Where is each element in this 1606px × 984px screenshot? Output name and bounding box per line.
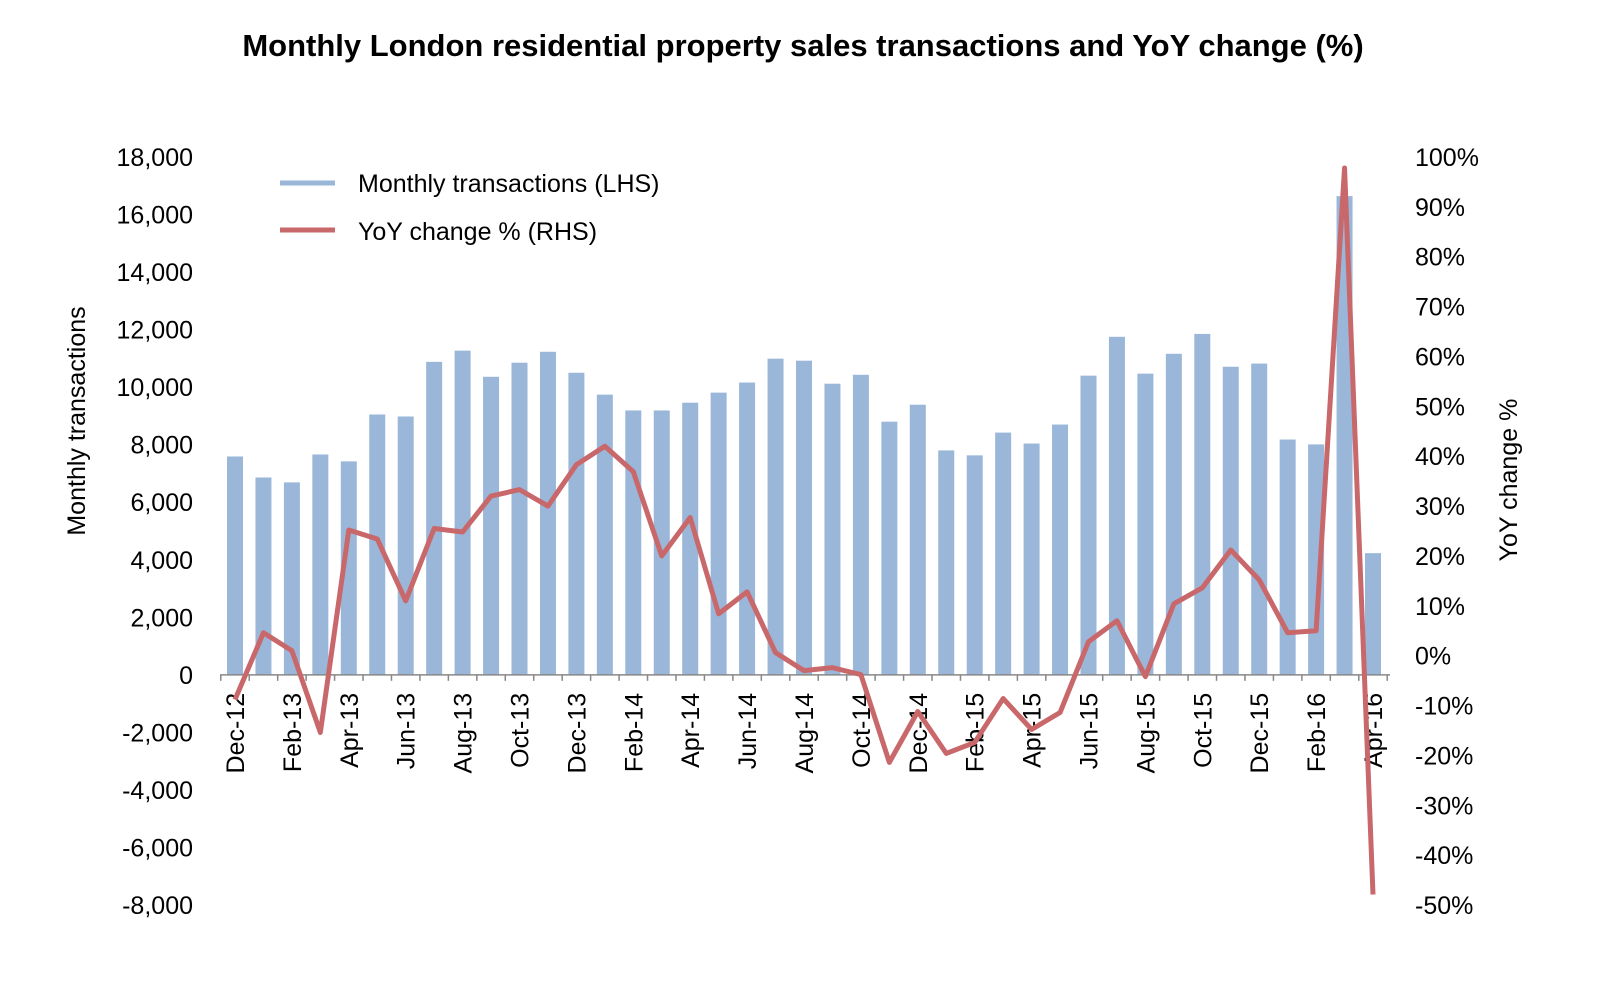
- bar: [1194, 333, 1211, 675]
- right-tick-label: 20%: [1415, 543, 1465, 571]
- bar: [966, 455, 983, 675]
- x-tick-label: Aug-14: [791, 693, 819, 774]
- bar: [255, 477, 272, 675]
- x-tick-label: Jun-15: [1076, 693, 1104, 769]
- bar: [653, 410, 670, 675]
- bar: [227, 456, 243, 675]
- x-tick-label: Oct-13: [507, 693, 535, 768]
- left-tick-label: 16,000: [117, 202, 193, 230]
- left-tick-label: -2,000: [122, 719, 193, 747]
- bar: [767, 358, 784, 675]
- left-tick-label: 4,000: [130, 547, 193, 575]
- bar: [1222, 366, 1239, 675]
- right-tick-label: 30%: [1415, 493, 1465, 521]
- bar: [852, 374, 869, 675]
- bar: [1137, 373, 1154, 675]
- right-tick-label: -10%: [1415, 693, 1473, 721]
- bar: [909, 404, 926, 675]
- bar: [1165, 353, 1182, 675]
- left-tick-label: 10,000: [117, 374, 193, 402]
- bar: [1052, 424, 1069, 675]
- bar: [568, 372, 585, 675]
- right-tick-label: -40%: [1415, 842, 1473, 870]
- left-tick-label: 0: [179, 662, 193, 690]
- left-tick-label: 8,000: [130, 432, 193, 460]
- right-tick-label: -50%: [1415, 892, 1473, 920]
- bar: [1023, 443, 1040, 675]
- bar: [625, 410, 642, 675]
- right-tick-label: 50%: [1415, 393, 1465, 421]
- bar: [1279, 439, 1296, 675]
- x-tick-label: Aug-15: [1132, 693, 1160, 774]
- x-tick-label: Dec-15: [1246, 693, 1274, 774]
- bar: [454, 350, 471, 675]
- right-tick-label: 100%: [1415, 144, 1479, 172]
- left-tick-label: 14,000: [117, 259, 193, 287]
- x-tick-label: Jun-13: [393, 693, 421, 769]
- left-tick-label: -4,000: [122, 777, 193, 805]
- bar: [312, 454, 329, 675]
- x-tick-label: Feb-14: [620, 693, 648, 772]
- right-tick-label: 70%: [1415, 294, 1465, 322]
- left-tick-label: -8,000: [122, 892, 193, 920]
- bar: [340, 461, 357, 675]
- right-tick-label: 10%: [1415, 593, 1465, 621]
- left-tick-label: 18,000: [117, 144, 193, 172]
- bar: [796, 360, 812, 675]
- bar: [1251, 363, 1268, 675]
- bar: [596, 394, 613, 675]
- bar: [1365, 553, 1381, 675]
- x-tick-label: Dec-14: [905, 693, 933, 774]
- bar: [938, 450, 955, 675]
- right-tick-label: 90%: [1415, 194, 1465, 222]
- bar: [397, 416, 414, 675]
- bar: [739, 382, 756, 675]
- bar: [511, 362, 528, 675]
- left-tick-label: 12,000: [117, 317, 193, 345]
- right-tick-label: -20%: [1415, 742, 1473, 770]
- left-axis-label: Monthly transactions: [63, 306, 91, 535]
- right-tick-label: 40%: [1415, 443, 1465, 471]
- right-tick-label: 80%: [1415, 244, 1465, 272]
- x-tick-label: Jun-14: [734, 693, 762, 770]
- left-tick-label: 6,000: [130, 489, 193, 517]
- x-tick-label: Dec-13: [563, 693, 591, 774]
- x-tick-label: Apr-14: [677, 693, 705, 768]
- left-tick-label: 2,000: [130, 604, 193, 632]
- bar: [1080, 375, 1097, 675]
- left-tick-label: -6,000: [122, 834, 193, 862]
- x-tick-label: Feb-15: [962, 693, 990, 772]
- right-tick-label: 60%: [1415, 343, 1465, 371]
- x-tick-label: Feb-13: [279, 693, 307, 772]
- right-axis-label: YoY change %: [1495, 399, 1523, 562]
- bar: [1308, 444, 1325, 675]
- right-tick-label: 0%: [1415, 643, 1451, 671]
- x-tick-label: Apr-13: [336, 693, 364, 768]
- bar: [539, 351, 556, 675]
- x-tick-label: Feb-16: [1303, 693, 1331, 772]
- bar: [824, 383, 841, 675]
- legend-label-transactions: Monthly transactions (LHS): [358, 170, 660, 198]
- right-tick-label: -30%: [1415, 792, 1473, 820]
- x-tick-label: Dec-12: [222, 693, 250, 774]
- x-tick-label: Aug-13: [450, 693, 478, 774]
- legend-label-yoy: YoY change % (RHS): [358, 218, 597, 246]
- bar: [881, 421, 898, 675]
- bar: [1108, 336, 1125, 675]
- x-tick-label: Oct-15: [1189, 693, 1217, 768]
- bar: [283, 482, 300, 675]
- bar: [995, 432, 1012, 675]
- bar: [483, 376, 500, 675]
- bar: [426, 361, 443, 675]
- bar: [682, 402, 699, 675]
- bar: [710, 392, 727, 675]
- chart-title: Monthly London residential property sale…: [242, 28, 1364, 63]
